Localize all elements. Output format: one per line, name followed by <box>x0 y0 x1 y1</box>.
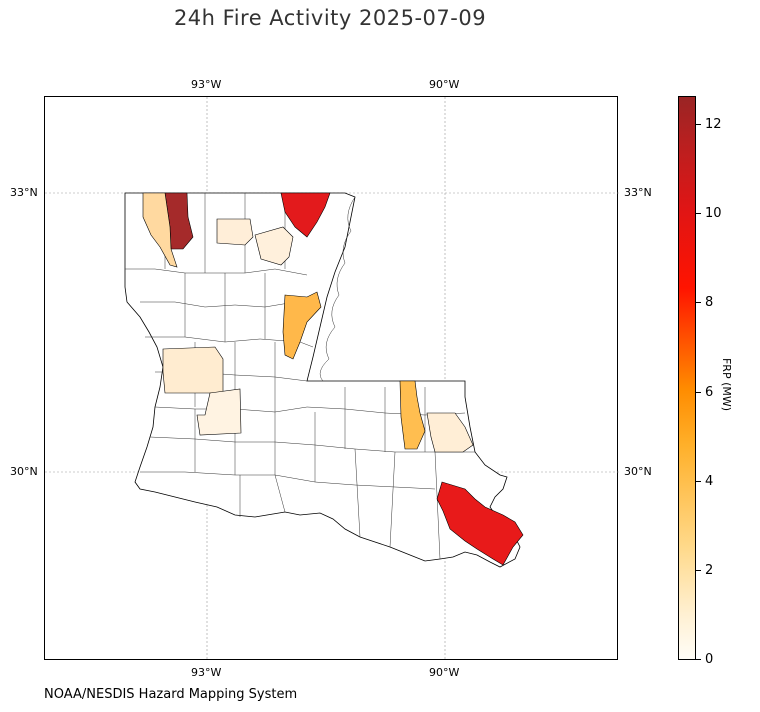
lon-tick-top-93w: 93°W <box>191 78 222 91</box>
cbar-tick-mark-6 <box>696 392 701 393</box>
parish-frp-10-south <box>436 481 524 566</box>
cbar-tick-mark-10 <box>696 213 701 214</box>
cbar-tick-mark-2 <box>696 570 701 571</box>
lat-tick-right-30n: 30°N <box>624 465 652 478</box>
state-outline <box>124 192 521 568</box>
cbar-tick-mark-8 <box>696 302 701 303</box>
map-frame[interactable] <box>44 96 619 661</box>
lat-tick-left-33n: 33°N <box>10 186 38 199</box>
parish-frp-3-east <box>399 380 426 450</box>
map-title: 24h Fire Activity 2025-07-09 <box>173 6 487 30</box>
mississippi-river <box>319 196 356 382</box>
parish-frp-10-north <box>280 192 331 238</box>
lat-tick-left-30n: 30°N <box>10 465 38 478</box>
cbar-label-6: 6 <box>705 385 714 400</box>
source-credit: NOAA/NESDIS Hazard Mapping System <box>44 687 298 702</box>
parish-frp-2 <box>142 192 178 268</box>
cbar-label-0: 0 <box>705 652 714 667</box>
lon-tick-top-90w: 90°W <box>429 78 460 91</box>
fire-parishes <box>142 192 524 566</box>
cbar-label-2: 2 <box>705 563 714 578</box>
parish-frp-1-north-a <box>216 218 254 246</box>
cbar-tick-mark-4 <box>696 481 701 482</box>
cbar-label-10: 10 <box>705 206 722 221</box>
lon-tick-bottom-93w: 93°W <box>191 666 222 679</box>
lon-tick-bottom-90w: 90°W <box>429 666 460 679</box>
parish-frp-1-north-b <box>254 226 294 266</box>
parish-frp-3-central <box>282 291 322 360</box>
cbar-tick-mark-0 <box>696 659 701 660</box>
parish-frp-1-central <box>196 388 242 436</box>
parish-frp-1-west <box>162 346 224 394</box>
cbar-label-4: 4 <box>705 474 714 489</box>
gridlines <box>45 97 619 661</box>
cbar-tick-mark-12 <box>696 124 701 125</box>
colorbar-title: FRP (MW) <box>720 357 734 412</box>
cbar-label-8: 8 <box>705 295 714 310</box>
lat-tick-right-33n: 33°N <box>624 186 652 199</box>
louisiana-map[interactable] <box>45 97 619 661</box>
cbar-label-12: 12 <box>705 117 722 132</box>
parish-frp-1-east <box>426 412 474 453</box>
frp-colorbar <box>678 96 696 660</box>
